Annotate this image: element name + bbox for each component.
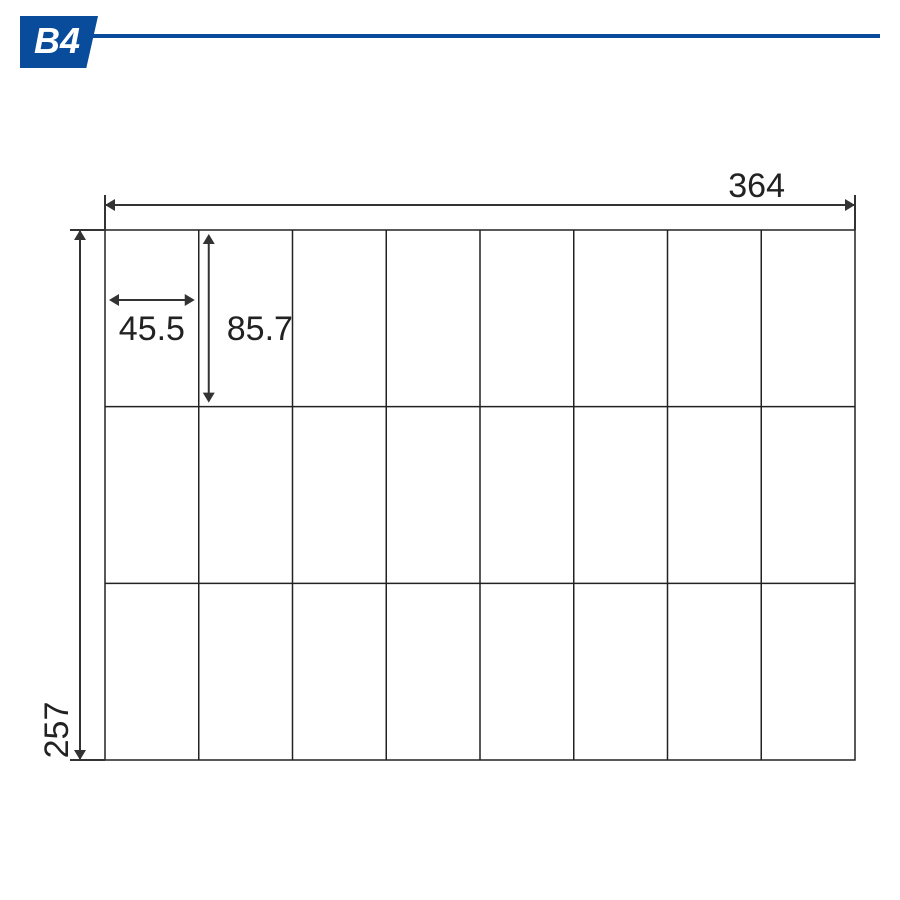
dimension-diagram: 364 257 45.5 85.7 <box>20 170 880 880</box>
cell-width-dimension-label: 45.5 <box>119 310 185 348</box>
format-badge-label: B4 <box>34 20 80 61</box>
height-dimension-label: 257 <box>38 702 76 759</box>
width-dimension-label: 364 <box>728 170 785 205</box>
header-rule <box>20 34 880 38</box>
format-badge: B4 <box>20 16 98 68</box>
cell-height-dimension-label: 85.7 <box>227 310 293 348</box>
